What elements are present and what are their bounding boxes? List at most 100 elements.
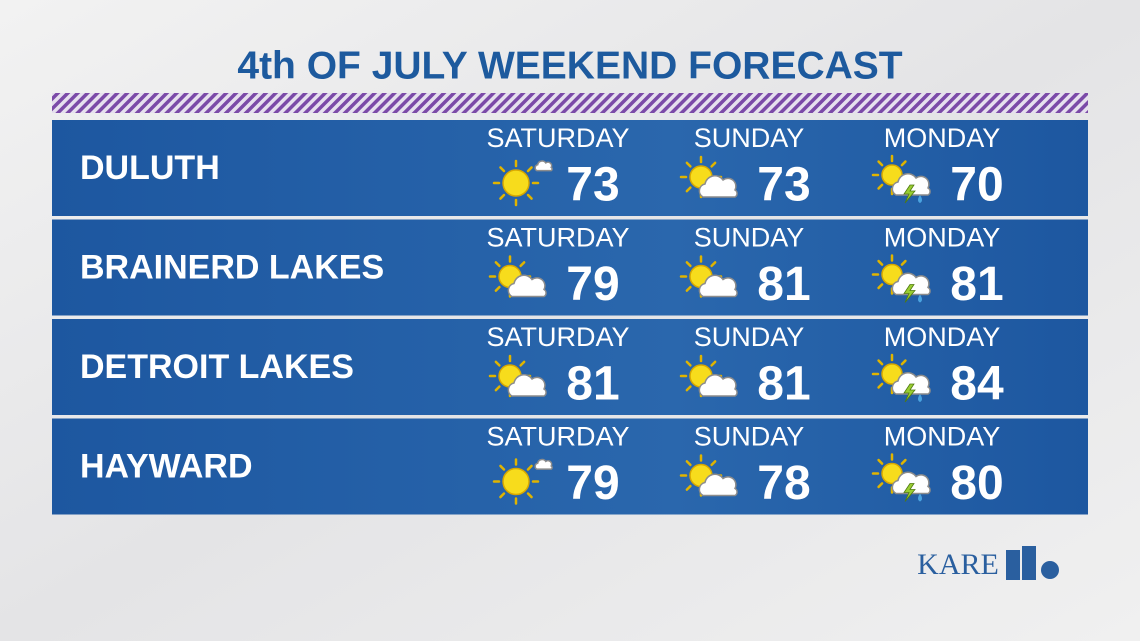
sun-ray <box>877 359 884 366</box>
temperature: 81 <box>950 258 1003 311</box>
weather-icon <box>871 154 931 204</box>
sun-ray <box>685 285 692 292</box>
temperature: 81 <box>757 358 810 411</box>
sun-ray <box>526 193 533 200</box>
cloud <box>507 374 547 397</box>
rain-drop <box>918 294 922 303</box>
weather-icon <box>679 354 738 398</box>
city-label: BRAINERD LAKES <box>80 248 384 286</box>
temperature: 79 <box>566 457 619 510</box>
row-panel <box>52 319 1088 415</box>
sun-ray <box>900 259 907 266</box>
sun-ray <box>877 259 884 266</box>
sun-ray <box>900 458 907 465</box>
sun-ray <box>685 385 692 392</box>
sun-ray <box>877 458 884 465</box>
weather-icon <box>679 255 738 298</box>
row-panel <box>52 418 1088 515</box>
sun <box>502 467 530 496</box>
sun-ray <box>499 166 506 173</box>
cloud <box>891 272 931 296</box>
cloud <box>698 175 738 198</box>
weather-icon <box>679 454 738 497</box>
cloud <box>891 372 931 395</box>
sun-ray <box>499 492 506 499</box>
cloud <box>534 458 553 470</box>
sun-ray <box>685 261 692 268</box>
sun-ray <box>877 183 884 190</box>
sun-ray <box>499 464 506 471</box>
lightning <box>903 284 916 303</box>
sun-ray <box>685 460 692 467</box>
sun-ray <box>494 385 501 392</box>
sun-ray <box>900 160 907 167</box>
day-label: SATURDAY <box>486 422 629 452</box>
cloud <box>698 473 738 497</box>
sun-ray <box>900 359 907 366</box>
rain-drop <box>918 394 922 402</box>
city-label: DULUTH <box>80 149 220 187</box>
lightning <box>903 483 916 502</box>
sun-ray <box>685 484 692 491</box>
cloud <box>698 274 738 298</box>
sun-ray <box>710 460 717 467</box>
rain-drop <box>918 493 922 502</box>
sun-ray <box>877 482 884 489</box>
cloud <box>891 471 931 495</box>
cloud <box>891 173 931 196</box>
sun-ray <box>710 161 717 168</box>
day-label: SUNDAY <box>694 223 805 253</box>
temperature: 78 <box>757 457 810 510</box>
sun-ray <box>526 464 533 471</box>
temperature: 73 <box>566 159 619 212</box>
cloud <box>534 160 553 172</box>
rain-drop <box>918 195 922 203</box>
day-label: MONDAY <box>884 422 1001 452</box>
day-label: SUNDAY <box>694 322 805 352</box>
day-label: MONDAY <box>884 322 1001 352</box>
day-label: MONDAY <box>884 123 1001 153</box>
weather-icon <box>492 159 553 207</box>
temperature: 73 <box>757 159 810 212</box>
city-label: DETROIT LAKES <box>80 348 354 386</box>
temperature: 81 <box>566 358 619 411</box>
weather-icon <box>679 155 738 199</box>
row-panel <box>52 219 1088 316</box>
lightning <box>903 383 916 403</box>
logo-peacock <box>1041 561 1059 579</box>
sun-ray <box>877 382 884 389</box>
sun-ray <box>685 186 692 193</box>
sun-ray <box>710 261 717 268</box>
weather-icon <box>488 255 547 298</box>
day-label: SATURDAY <box>486 223 629 253</box>
temperature: 70 <box>950 159 1003 212</box>
sun-ray <box>519 261 526 268</box>
row-panel <box>52 120 1088 216</box>
sun-ray <box>685 161 692 168</box>
sun-ray <box>494 360 501 367</box>
lightning <box>903 184 916 204</box>
city-label: HAYWARD <box>80 447 253 485</box>
sun-ray <box>499 193 506 200</box>
sun-ray <box>685 360 692 367</box>
cloud <box>507 274 547 298</box>
temperature: 79 <box>566 258 619 311</box>
day-label: SATURDAY <box>486 322 629 352</box>
logo: KARE <box>917 548 999 581</box>
temperature: 84 <box>950 358 1004 411</box>
cloud <box>698 374 738 397</box>
logo-mark <box>1006 550 1020 580</box>
weather-icon <box>492 458 553 505</box>
sun-ray <box>526 166 533 173</box>
day-label: SUNDAY <box>694 422 805 452</box>
logo-mark <box>1022 546 1036 580</box>
day-label: SATURDAY <box>486 123 629 153</box>
sun <box>502 169 530 197</box>
sun-ray <box>526 492 533 499</box>
sun-ray <box>710 360 717 367</box>
weather-icon <box>871 353 931 403</box>
temperature: 80 <box>950 457 1003 510</box>
weather-icon <box>871 254 931 303</box>
